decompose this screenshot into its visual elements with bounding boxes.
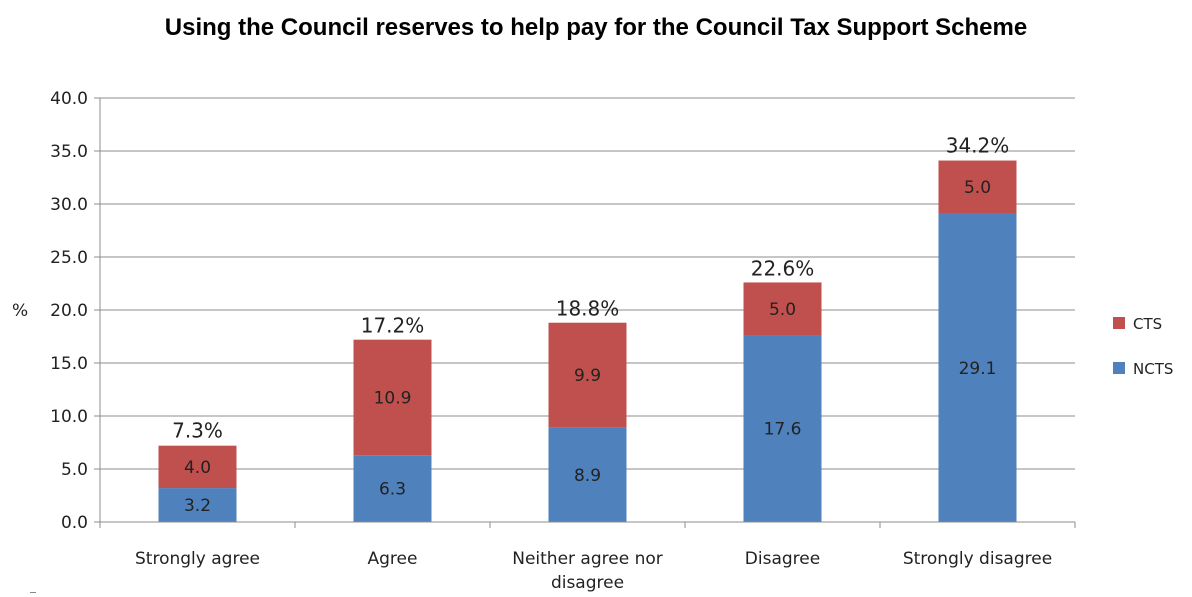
bar-segment-ncts xyxy=(353,455,432,522)
y-tick-label: 40.0 xyxy=(50,89,88,109)
data-label-cts: 5.0 xyxy=(964,178,991,198)
x-category-label: Strongly agree xyxy=(135,549,260,569)
total-label: 22.6% xyxy=(751,256,815,280)
axes xyxy=(94,97,1076,528)
data-label-ncts: 29.1 xyxy=(959,359,997,379)
x-category-labels: Strongly agree Agree Neither agree nor disa… xyxy=(135,549,1052,593)
data-label-ncts: 17.6 xyxy=(764,420,802,440)
y-axis-label: % xyxy=(12,301,28,321)
y-tick-label: 25.0 xyxy=(50,248,88,268)
y-tick-label: 5.0 xyxy=(61,460,88,480)
y-tick-label: 10.0 xyxy=(50,407,88,427)
data-label-ncts: 6.3 xyxy=(379,480,406,500)
data-label-ncts: 3.2 xyxy=(184,496,211,516)
total-label: 18.8% xyxy=(556,297,620,321)
bar-segment-cts xyxy=(353,339,432,456)
y-tick-label: 35.0 xyxy=(50,142,88,162)
y-tick-label: 20.0 xyxy=(50,301,88,321)
data-label-ncts: 8.9 xyxy=(574,466,601,486)
y-tick-label: 30.0 xyxy=(50,195,88,215)
legend: CTS NCTS xyxy=(1113,315,1173,378)
legend-label-cts: CTS xyxy=(1133,315,1162,333)
data-label-cts: 10.9 xyxy=(374,388,412,408)
x-category-label: disagree xyxy=(551,573,624,593)
bar-segment-cts xyxy=(938,160,1017,214)
bar-segment-cts xyxy=(548,322,627,428)
total-label: 34.2% xyxy=(946,133,1010,157)
chart-title: Using the Council reserves to help pay f… xyxy=(164,14,1028,41)
legend-swatch-cts xyxy=(1113,317,1125,329)
legend-swatch-ncts xyxy=(1113,362,1125,374)
bars: 3.2 4.0 7.3% 6.3 10.9 17.2% 8.9 9.9 18.8% 17.6 5.0… xyxy=(158,133,1017,523)
y-tick-labels: 0.0 5.0 10.0 15.0 20.0 25.0 30.0 35.0 40.0% xyxy=(12,89,88,533)
data-label-cts: 5.0 xyxy=(769,300,796,320)
corner-mark xyxy=(30,592,36,593)
total-label: 17.2% xyxy=(361,314,425,338)
bar-segment-cts xyxy=(158,445,237,489)
x-category-label: Strongly disagree xyxy=(903,549,1052,569)
bar-segment-cts xyxy=(743,282,822,336)
total-label: 7.3% xyxy=(172,419,223,443)
y-tick-label: 0.0 xyxy=(61,513,88,533)
x-category-label: Agree xyxy=(368,549,418,569)
bar-segment-ncts xyxy=(158,488,237,522)
x-category-label: Neither agree nor xyxy=(512,549,663,569)
bar-segment-ncts xyxy=(743,335,822,522)
y-tick-label: 15.0 xyxy=(50,354,88,374)
x-category-label: Disagree xyxy=(745,549,820,569)
data-label-cts: 9.9 xyxy=(574,366,601,386)
legend-label-ncts: NCTS xyxy=(1133,360,1173,378)
bar-segment-ncts xyxy=(548,427,627,522)
bar-segment-ncts xyxy=(938,213,1017,523)
data-label-cts: 4.0 xyxy=(184,458,211,478)
